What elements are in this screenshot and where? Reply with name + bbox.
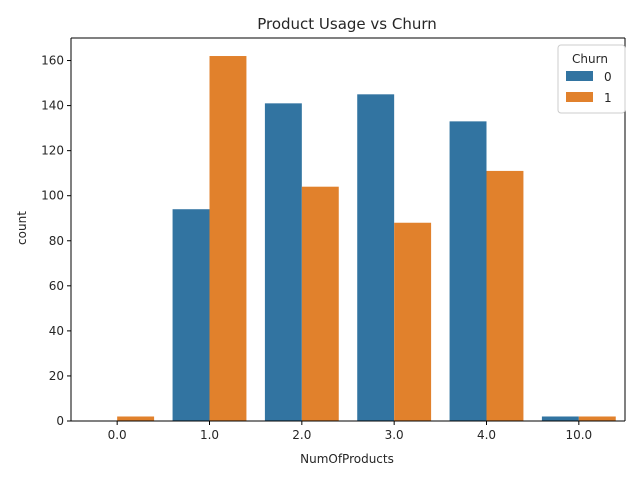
x-tick-label: 10.0	[565, 428, 592, 442]
y-tick-label: 140	[41, 99, 64, 113]
y-tick-label: 60	[49, 279, 64, 293]
legend-title: Churn	[572, 52, 608, 66]
x-axis: 0.0 1.0 2.0 3.0 4.0 10.0	[71, 37, 625, 442]
bar-series-1-cat-0.0	[117, 416, 155, 421]
bar-series-1-cat-3.0	[394, 222, 432, 421]
bar-series-0-cat-4.0	[449, 121, 487, 422]
legend-label-0: 0	[604, 70, 612, 84]
chart-title: Product Usage vs Churn	[257, 15, 437, 33]
y-tick-label: 120	[41, 144, 64, 158]
y-axis-label: count	[15, 211, 29, 245]
x-tick-label: 4.0	[477, 428, 496, 442]
bar-series-0-cat-10.0	[541, 416, 579, 421]
legend-swatch-0	[566, 71, 593, 81]
bar-series-0-cat-1.0	[172, 209, 210, 421]
y-tick-label: 20	[49, 369, 64, 383]
y-tick-label: 80	[49, 234, 64, 248]
y-tick-label: 40	[49, 324, 64, 338]
y-axis: 0 20 40 60 80 100 120 140 160	[41, 38, 626, 428]
x-tick-label: 3.0	[385, 428, 404, 442]
x-tick-label: 0.0	[108, 428, 127, 442]
x-tick-label: 2.0	[292, 428, 311, 442]
x-tick-label: 1.0	[200, 428, 219, 442]
x-axis-label: NumOfProducts	[300, 452, 394, 466]
y-tick-label: 160	[41, 54, 64, 68]
legend-label-1: 1	[604, 91, 612, 105]
bar-series-0-cat-2.0	[264, 103, 302, 421]
legend-swatch-1	[566, 92, 593, 102]
bar-series-1-cat-4.0	[486, 170, 524, 421]
bar-series-1-cat-2.0	[301, 186, 339, 421]
bar-series-1-cat-10.0	[578, 416, 616, 421]
legend: Churn 0 1	[557, 44, 626, 114]
bars-layer	[117, 56, 616, 422]
bar-series-0-cat-3.0	[357, 94, 395, 421]
y-tick-label: 100	[41, 189, 64, 203]
y-tick-label: 0	[56, 414, 64, 428]
bar-series-1-cat-1.0	[209, 56, 247, 422]
